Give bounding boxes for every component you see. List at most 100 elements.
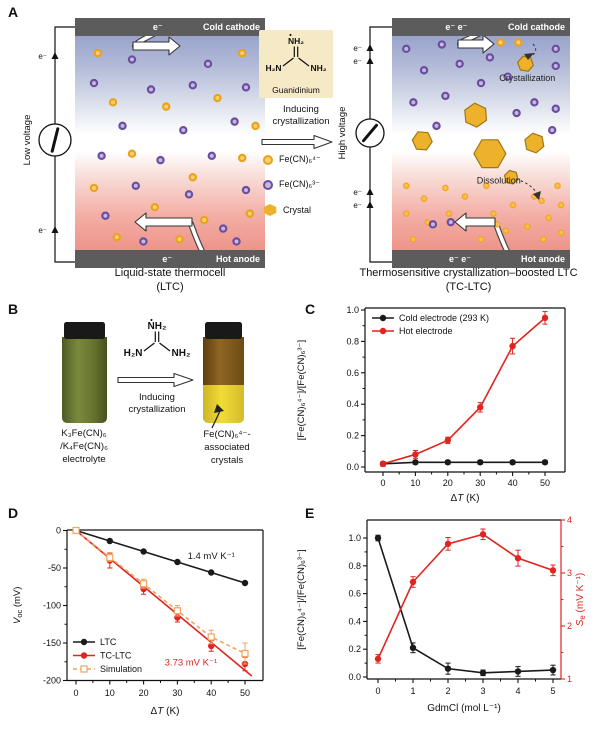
svg-text:1: 1	[567, 674, 572, 684]
axes: 0 1 2 3 4 5 0.0 0.2 0.4 0.6 0.8 1.0 1 2 3 4	[348, 515, 572, 696]
svg-text:0: 0	[380, 478, 385, 488]
ltc-cold-cathode-bar: e⁻ Cold cathode	[75, 18, 265, 36]
svg-text:e⁻: e⁻	[38, 52, 47, 61]
svg-text:0.0: 0.0	[348, 672, 361, 682]
svg-text:GdmCl (mol L⁻¹): GdmCl (mol L⁻¹)	[427, 703, 501, 714]
svg-text:50: 50	[540, 478, 550, 488]
svg-text:1.0: 1.0	[348, 533, 361, 543]
svg-text:NH₂: NH₂	[148, 321, 167, 332]
svg-text:0.4: 0.4	[346, 399, 359, 409]
series-ratio	[374, 534, 557, 677]
panel-label-c: C	[305, 301, 316, 317]
svg-text:ΔT (K): ΔT (K)	[151, 706, 180, 717]
legend-item-fe4: Fe(CN)₆⁴⁻	[263, 154, 321, 165]
svg-text:0: 0	[375, 686, 380, 696]
legend-item-fe3: Fe(CN)₆³⁻	[263, 179, 320, 190]
svg-text:0.8: 0.8	[348, 561, 361, 571]
svg-text:2: 2	[445, 686, 450, 696]
panel-label-d: D	[8, 505, 19, 521]
electron-label: e⁻ e⁻	[448, 254, 471, 264]
svg-text:0.4: 0.4	[348, 616, 361, 626]
panel-label-e: E	[305, 505, 315, 521]
ltc-ions-layer	[89, 36, 260, 250]
chart-frame	[366, 519, 562, 680]
tcltc-cold-cathode-bar: e⁻ e⁻ Cold cathode	[392, 18, 570, 36]
svg-text:20: 20	[443, 478, 453, 488]
legend-label: Crystal	[283, 205, 312, 215]
ferrocyanide-ion-icon	[263, 154, 273, 165]
svg-text:LTC: LTC	[100, 637, 117, 647]
svg-text:10: 10	[410, 478, 420, 488]
svg-text:0.0: 0.0	[346, 462, 359, 472]
series-Hot electrode	[379, 311, 549, 468]
vial-cap	[205, 322, 242, 339]
low-voltage-circuit: e⁻ e⁻ Low voltage	[22, 26, 80, 263]
process-arrow-icon	[117, 372, 194, 388]
svg-text:•: •	[150, 318, 153, 325]
svg-text:0.6: 0.6	[348, 589, 361, 599]
svg-text:1: 1	[410, 686, 415, 696]
chart-legend: Cold electrode (293 K) Hot electrode	[372, 313, 489, 336]
ferricyanide-ion-icon	[263, 179, 273, 190]
svg-text:1.0: 1.0	[346, 305, 359, 315]
tcltc-caption: Thermosensitive crystallization–boosted …	[359, 267, 578, 293]
svg-text:10: 10	[105, 688, 115, 698]
green-electrolyte	[62, 337, 107, 423]
chart-voc-vs-deltaT: 0 10 20 30 40 50 0 -50 -100 -150 -200 ΔT (K) Voc (mV…	[12, 526, 264, 717]
svg-text:1.4 mV K⁻¹: 1.4 mV K⁻¹	[188, 551, 235, 562]
svg-text:H₂N: H₂N	[265, 63, 281, 73]
svg-text:e⁻: e⁻	[353, 44, 362, 53]
svg-text:Simulation: Simulation	[100, 664, 142, 674]
guanidinium-structure-icon: NH₂•H₂N NH₂	[265, 33, 327, 74]
hot-anode-label: Hot anode	[216, 254, 260, 264]
svg-text:50: 50	[240, 688, 250, 698]
tcltc-hot-anode-bar: e⁻ e⁻ Hot anode	[392, 250, 570, 268]
svg-text:e⁻: e⁻	[38, 226, 47, 235]
svg-text:30: 30	[172, 688, 182, 698]
svg-text:0: 0	[73, 688, 78, 698]
svg-text:40: 40	[508, 478, 518, 488]
pointer-arrow-icon	[211, 404, 224, 429]
svg-text:0.8: 0.8	[346, 336, 359, 346]
svg-text:H₂N: H₂N	[124, 348, 143, 359]
svg-text:Cold electrode (293 K): Cold electrode (293 K)	[399, 313, 489, 323]
electron-label: e⁻	[162, 254, 173, 264]
chart-ratio-seebeck-vs-gdmcl: 0 1 2 3 4 5 0.0 0.2 0.4 0.6 0.8 1.0 1 2 3 4 Se (mV K⁻¹) G…	[296, 515, 587, 714]
ltc-cell: e⁻ Cold cathode e⁻ Hot anode	[75, 18, 265, 268]
svg-text:5: 5	[550, 686, 555, 696]
inducing-crystallization-text: Inducing crystallization	[128, 392, 186, 415]
svg-text:0.2: 0.2	[348, 644, 361, 654]
svg-text:0.2: 0.2	[346, 431, 359, 441]
svg-text:3: 3	[480, 686, 485, 696]
svg-text:Se (mV K⁻¹): Se (mV K⁻¹)	[575, 573, 587, 627]
axes: 0 10 20 30 40 50 0.0 0.2 0.4 0.6 0.8 1.0	[346, 305, 550, 488]
svg-text:-150: -150	[43, 638, 61, 648]
svg-text:e⁻: e⁻	[353, 57, 362, 66]
vial-contents	[203, 337, 244, 423]
svg-text:e⁻: e⁻	[353, 188, 362, 197]
svg-text:-100: -100	[43, 601, 61, 611]
svg-text:0.6: 0.6	[346, 368, 359, 378]
guanidinium-label: Guanidinium	[272, 85, 320, 95]
svg-text:-200: -200	[43, 676, 61, 686]
ltc-hot-anode-bar: e⁻ Hot anode	[75, 250, 265, 268]
svg-text:4: 4	[515, 686, 520, 696]
electrolyte-vial-photo	[62, 322, 107, 423]
svg-text:Voc (mV): Voc (mV)	[12, 587, 24, 624]
crystal-icon	[263, 204, 277, 216]
legend-item-crystal: Crystal	[263, 204, 311, 216]
svg-text:20: 20	[139, 688, 149, 698]
tcltc-cell: Crystallization Dissolution e⁻ e⁻ Cold ca…	[392, 18, 570, 268]
series-seebeck	[374, 528, 557, 664]
legend-label: Fe(CN)₆³⁻	[279, 179, 320, 189]
svg-text:3: 3	[567, 568, 572, 578]
inducing-crystallization-text: Inducing crystallization	[272, 104, 330, 127]
svg-text:30: 30	[475, 478, 485, 488]
svg-text:NH₂: NH₂	[311, 63, 327, 73]
hot-anode-label: Hot anode	[521, 254, 565, 264]
svg-text:NH₂: NH₂	[172, 348, 191, 359]
panel-label-a: A	[8, 4, 19, 20]
brown-supernatant	[203, 337, 244, 386]
electrolyte-vial-label: K₃Fe(CN)₆ /K₄Fe(CN)₆ electrolyte	[60, 428, 108, 465]
